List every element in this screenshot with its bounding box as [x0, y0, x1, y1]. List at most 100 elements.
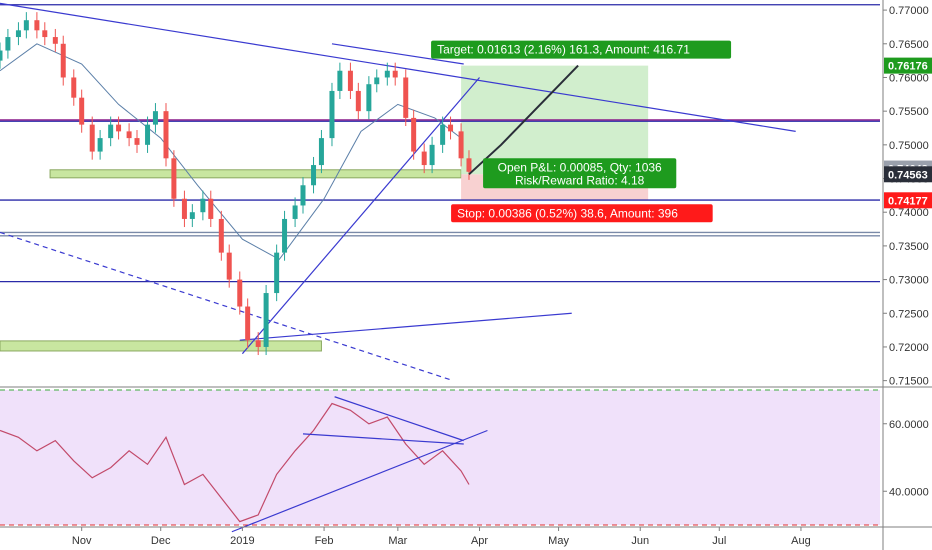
candle-body[interactable] — [411, 117, 417, 152]
price-tick-label: 0.75000 — [889, 140, 929, 152]
price-tick-label: 0.74000 — [889, 207, 929, 219]
rsi-tick-label: 40.0000 — [889, 486, 929, 498]
candle-body[interactable] — [134, 138, 140, 145]
price-label-box — [884, 192, 932, 209]
candle-body[interactable] — [318, 138, 324, 166]
support-zone-0[interactable] — [0, 340, 322, 352]
price-tick-label: 0.72500 — [889, 308, 929, 320]
candle-body[interactable] — [89, 124, 95, 152]
candle-body[interactable] — [440, 124, 446, 145]
price-label-text: 0.74563 — [888, 169, 928, 181]
candle-body[interactable] — [384, 70, 390, 78]
open-pnl-text: Open P&L: 0.00085, Qty: 1036 — [498, 160, 662, 174]
candle-body[interactable] — [466, 158, 472, 172]
time-tick-label: Jun — [631, 535, 649, 547]
rsi-trend-line-0[interactable] — [231, 429, 488, 533]
candle-body[interactable] — [15, 30, 21, 38]
candle-body[interactable] — [292, 205, 298, 219]
candle-body[interactable] — [71, 77, 77, 98]
candle-body[interactable] — [145, 124, 151, 145]
candle-body[interactable] — [448, 124, 454, 132]
time-tick-label: Jul — [712, 535, 726, 547]
trend-line-1[interactable] — [241, 77, 480, 355]
time-tick-label: May — [548, 535, 569, 547]
candle-body[interactable] — [163, 111, 169, 159]
price-tick-label: 0.73000 — [889, 275, 929, 287]
candle-body[interactable] — [274, 252, 280, 294]
stop-label-box[interactable] — [451, 204, 713, 223]
candle-body[interactable] — [337, 70, 343, 91]
candle-body[interactable] — [108, 124, 114, 139]
candle-body[interactable] — [97, 138, 103, 152]
candle-body[interactable] — [126, 131, 132, 139]
candle-body[interactable] — [200, 198, 206, 213]
candle-body[interactable] — [245, 306, 251, 341]
time-tick-label: Feb — [315, 535, 334, 547]
price-tick-label: 0.76000 — [889, 72, 929, 84]
candle-body[interactable] — [171, 158, 177, 199]
candle-body[interactable] — [300, 185, 306, 206]
candle-body[interactable] — [218, 218, 224, 253]
time-tick-label: Apr — [471, 535, 488, 547]
candle-body[interactable] — [60, 43, 66, 78]
candle-body[interactable] — [0, 50, 3, 61]
candle-body[interactable] — [255, 340, 261, 347]
candle-body[interactable] — [181, 198, 187, 219]
trend-line-4[interactable] — [0, 231, 454, 382]
candle-body[interactable] — [355, 90, 361, 112]
price-tick-label: 0.76500 — [889, 39, 929, 51]
candle-body[interactable] — [347, 70, 353, 91]
price-tick-label: 0.73500 — [889, 241, 929, 253]
candle-body[interactable] — [374, 77, 380, 85]
candle-body[interactable] — [429, 144, 435, 166]
candle-body[interactable] — [263, 293, 269, 347]
target-label-text: Target: 0.01613 (2.16%) 161.3, Amount: 4… — [437, 43, 690, 57]
rsi-band — [0, 390, 880, 525]
rsi-pane[interactable] — [0, 389, 880, 533]
candle-body[interactable] — [458, 131, 464, 159]
candle-body[interactable] — [52, 37, 58, 44]
price-label-text: 0.76176 — [888, 61, 928, 73]
projected-path — [468, 64, 579, 176]
candle-body[interactable] — [189, 212, 195, 219]
open-pnl-box[interactable] — [483, 158, 677, 189]
moving-average-line — [0, 43, 462, 261]
candle-body[interactable] — [237, 279, 243, 307]
candle-body[interactable] — [152, 111, 158, 125]
price-tick-label: 0.75500 — [889, 106, 929, 118]
candle-body[interactable] — [392, 70, 398, 78]
candle-body[interactable] — [366, 84, 372, 112]
time-tick-label: 2019 — [230, 535, 254, 547]
trend-line-2[interactable] — [239, 312, 572, 341]
time-tick-label: Dec — [151, 535, 171, 547]
price-label-box — [884, 57, 932, 74]
candle-body[interactable] — [5, 37, 11, 51]
candle-body[interactable] — [208, 198, 214, 219]
time-tick-label: Aug — [791, 535, 811, 547]
candle-body[interactable] — [329, 90, 335, 139]
target-label-box[interactable] — [431, 40, 732, 59]
candle-body[interactable] — [282, 218, 288, 253]
rsi-tick-label: 60.0000 — [889, 419, 929, 431]
candle-body[interactable] — [311, 165, 317, 186]
rsi-trend-line-1[interactable] — [302, 433, 464, 445]
candle-body[interactable] — [23, 20, 29, 31]
candle-body[interactable] — [34, 20, 40, 31]
risk-reward-text: Risk/Reward Ratio: 4.18 — [515, 173, 645, 187]
candle-body[interactable] — [42, 30, 48, 38]
trend-line-0[interactable] — [0, 2, 796, 132]
candle-body[interactable] — [116, 124, 122, 132]
time-tick-label: Mar — [388, 535, 407, 547]
candle-body[interactable] — [421, 151, 427, 166]
price-label-box — [884, 166, 932, 183]
stop-label-text: Stop: 0.00386 (0.52%) 38.6, Amount: 396 — [457, 206, 678, 220]
price-tick-label: 0.71500 — [889, 376, 929, 388]
trend-line-3[interactable] — [331, 43, 464, 65]
rsi-trend-line-2[interactable] — [334, 396, 464, 442]
candle-body[interactable] — [403, 77, 409, 118]
candle-body[interactable] — [226, 252, 232, 280]
position-overlay[interactable]: Target: 0.01613 (2.16%) 161.3, Amount: 4… — [431, 40, 732, 223]
candle-body[interactable] — [79, 97, 85, 125]
